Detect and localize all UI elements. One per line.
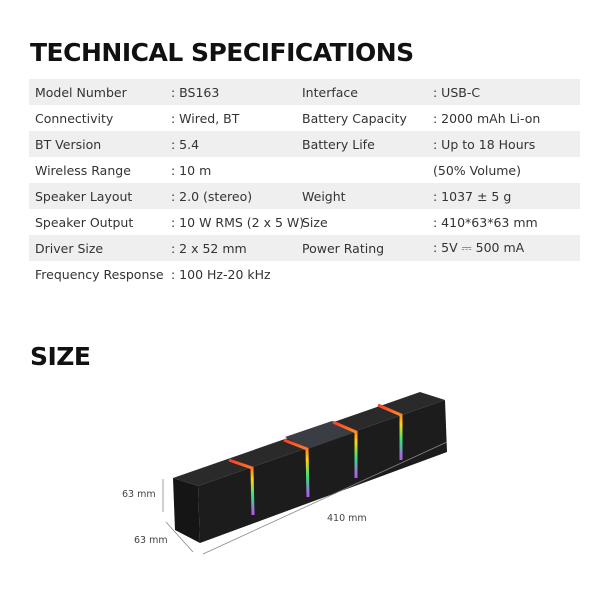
table-row: Wireless Range : 10 m (50% Volume) (29, 157, 580, 183)
spec-value: : USB-C (433, 84, 481, 100)
table-row: BT Version : 5.4 Battery Life : Up to 18 Ho… (29, 131, 580, 157)
length-dimension-line (202, 441, 448, 555)
table-row: Speaker Output : 10 W RMS (2 x 5 W) Size : … (29, 209, 580, 235)
spec-value: : 100 Hz-20 kHz (171, 266, 271, 282)
spec-value: : 2.0 (stereo) (171, 188, 253, 204)
spec-label: Frequency Response (35, 266, 164, 282)
specs-heading: TECHNICAL SPECIFICATIONS (30, 38, 414, 67)
spec-label: Weight (302, 188, 346, 204)
spec-label: BT Version (35, 136, 102, 152)
spec-value: : 10 W RMS (2 x 5 W) (171, 214, 305, 230)
speaker-bar (173, 392, 447, 543)
spec-label: Model Number (35, 84, 127, 100)
spec-value: : 10 m (171, 162, 212, 178)
spec-value: : 2 x 52 mm (171, 240, 247, 256)
table-row: Speaker Layout : 2.0 (stereo) Weight : 1037… (29, 183, 580, 209)
spec-label: Connectivity (35, 110, 114, 126)
table-row: Model Number : BS163 Interface : USB-C (29, 79, 580, 105)
spec-value: : BS163 (171, 84, 220, 100)
specs-table: Model Number : BS163 Interface : USB-C Conn… (29, 79, 580, 287)
spec-label: Wireless Range (35, 162, 131, 178)
spec-label: Battery Life (302, 136, 375, 152)
height-label: 63 mm (122, 489, 156, 500)
rgb-light-strips (228, 403, 403, 516)
spec-value: : 2000 mAh Li-on (433, 110, 541, 126)
spec-label: Speaker Output (35, 214, 134, 230)
table-row: Driver Size : 2 x 52 mm Power Rating : 5V ⎓… (29, 235, 580, 261)
spec-label: Speaker Layout (35, 188, 133, 204)
spec-label: Battery Capacity (302, 110, 407, 126)
spec-value: : 5V ⎓ 500 mA (433, 240, 525, 255)
spec-value: : 5.4 (171, 136, 200, 152)
length-label: 410 mm (327, 513, 367, 524)
spec-value: (50% Volume) (433, 162, 522, 178)
table-row: Frequency Response : 100 Hz-20 kHz (29, 261, 580, 287)
spec-value: : 410*63*63 mm (433, 214, 538, 230)
size-heading: SIZE (30, 342, 91, 371)
depth-dimension-line (165, 521, 194, 553)
spec-value: : 1037 ± 5 g (433, 188, 512, 204)
depth-label: 63 mm (134, 535, 168, 546)
spec-value: : Wired, BT (171, 110, 240, 126)
control-panel (285, 421, 356, 449)
spec-label: Interface (302, 84, 358, 100)
table-row: Connectivity : Wired, BT Battery Capacity:… (29, 105, 580, 131)
spec-label: Size (302, 214, 328, 230)
spec-label: Driver Size (35, 240, 104, 256)
spec-label: Power Rating (302, 240, 385, 256)
spec-value: : Up to 18 Hours (433, 136, 536, 152)
